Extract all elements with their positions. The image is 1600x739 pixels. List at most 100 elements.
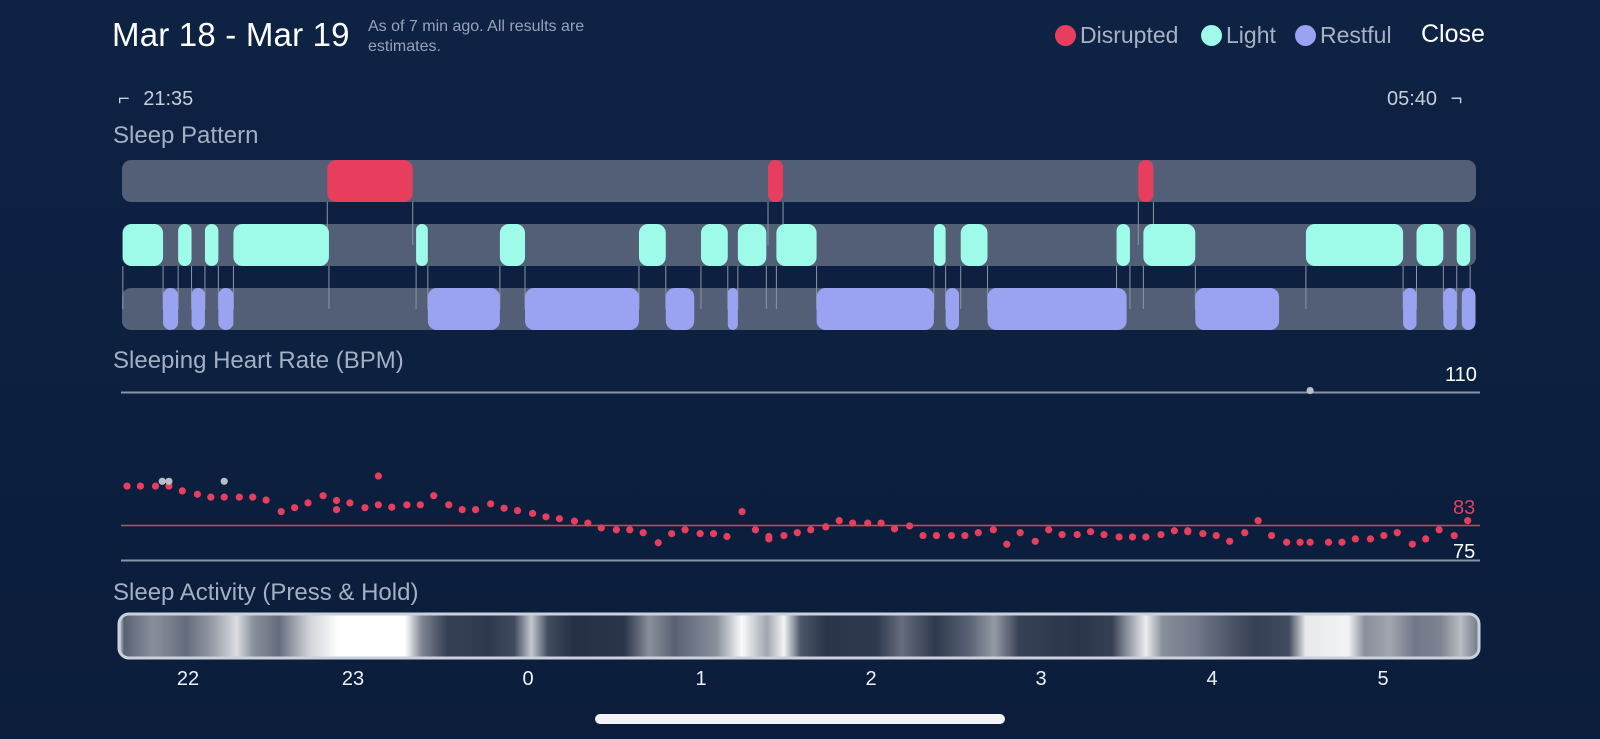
hr-point (584, 519, 592, 527)
hr-point (500, 504, 508, 512)
hr-point (165, 477, 173, 485)
restful-segment (665, 288, 695, 330)
hr-point (458, 506, 466, 514)
hr-point (1306, 386, 1314, 395)
hr-point (1184, 528, 1192, 536)
hr-point (178, 487, 186, 495)
x-tick-label: 1 (695, 668, 707, 690)
hr-point (919, 531, 927, 540)
light-segment (638, 224, 666, 266)
hr-point (822, 523, 830, 531)
hr-point (555, 515, 563, 523)
x-tick-label: 2 (865, 668, 877, 690)
legend-item-light: Light (1201, 22, 1276, 49)
x-tick-label: 5 (1377, 668, 1389, 690)
hr-point (403, 501, 411, 509)
hr-point (136, 482, 145, 490)
hr-point (193, 490, 202, 498)
hr-point (681, 526, 689, 534)
x-tick-label: 23 (341, 668, 365, 690)
hr-point (374, 501, 382, 509)
disrupted-segment (327, 160, 413, 202)
hr-point (1435, 526, 1443, 534)
x-tick-label: 0 (522, 668, 534, 690)
hr-point (528, 509, 537, 518)
disrupted-segment (1138, 160, 1154, 202)
hr-point (1212, 531, 1220, 540)
hr-point (1254, 517, 1262, 525)
hr-point (905, 522, 914, 530)
hr-point (249, 493, 257, 501)
hr-point (262, 496, 270, 504)
hr-point (639, 529, 647, 537)
legend-label-disrupted: Disrupted (1080, 22, 1179, 48)
activity-band[interactable] (117, 612, 1481, 660)
hr-point (1324, 538, 1333, 546)
hr-point (835, 517, 843, 525)
light-segment (416, 224, 428, 266)
hr-point (1045, 526, 1053, 534)
hr-point (751, 526, 760, 534)
hr-point (890, 525, 899, 533)
end-time: 05:40 (1387, 88, 1438, 110)
light-dot-icon (1201, 25, 1222, 46)
hr-point (974, 529, 982, 537)
sleep-pattern-chart[interactable] (122, 160, 1476, 330)
hr-point (1450, 531, 1458, 540)
light-segment (1456, 224, 1471, 266)
sleep-activity-title: Sleep Activity (Press & Hold) (113, 579, 419, 606)
hr-point (1366, 535, 1375, 543)
hr-point (738, 507, 746, 516)
hr-point (765, 532, 773, 541)
hr-point (654, 539, 662, 547)
sleep-pattern-title: Sleep Pattern (113, 122, 259, 149)
end-time-bracket: 05:40 ¬ (1387, 88, 1462, 111)
light-segment (1305, 224, 1404, 266)
hr-point (696, 530, 704, 538)
heart-rate-chart[interactable] (121, 386, 1480, 562)
hr-point (1338, 538, 1346, 546)
close-button[interactable]: Close (1421, 20, 1485, 48)
start-time-bracket: ⌐ 21:35 (118, 88, 193, 111)
hr-point (1115, 533, 1123, 541)
hr-point (1086, 528, 1095, 536)
hr-point (1100, 530, 1108, 539)
hr-avg-label: 83 (1453, 497, 1476, 519)
hr-point (220, 477, 228, 485)
disrupted-segment (767, 160, 784, 202)
hr-point (1296, 538, 1304, 546)
hr-point (864, 519, 872, 527)
hr-point (361, 504, 369, 512)
hr-point (1408, 540, 1416, 548)
hr-point (989, 526, 997, 534)
start-time: 21:35 (143, 88, 194, 110)
hr-point (877, 519, 885, 527)
hr-point (220, 493, 228, 501)
hr-point (1016, 529, 1024, 537)
hr-point (668, 530, 676, 538)
hr-point (597, 524, 605, 532)
hr-point (319, 492, 327, 500)
sleep-activity-chart[interactable] (117, 612, 1481, 660)
disrupted-dot-icon (1055, 25, 1076, 46)
restful-dot-icon (1295, 25, 1316, 46)
hr-point (1128, 533, 1137, 541)
hr-point (849, 519, 857, 527)
track-disrupted (122, 160, 1476, 202)
hr-point (961, 531, 969, 540)
hr-point (932, 531, 941, 540)
legend-item-restful: Restful (1295, 22, 1392, 49)
hr-point (487, 500, 495, 508)
hr-point (277, 507, 285, 516)
estimate-note: As of 7 min ago. All results are estimat… (368, 18, 585, 55)
hr-min-label: 75 (1453, 541, 1476, 563)
light-segment (700, 224, 728, 266)
hr-point (1241, 529, 1249, 537)
hr-point (1226, 537, 1234, 545)
hr-point (207, 493, 215, 501)
x-tick-label: 22 (176, 668, 200, 690)
restful-segment (427, 288, 500, 330)
restful-segment (1195, 288, 1280, 330)
hr-point (1422, 535, 1430, 543)
